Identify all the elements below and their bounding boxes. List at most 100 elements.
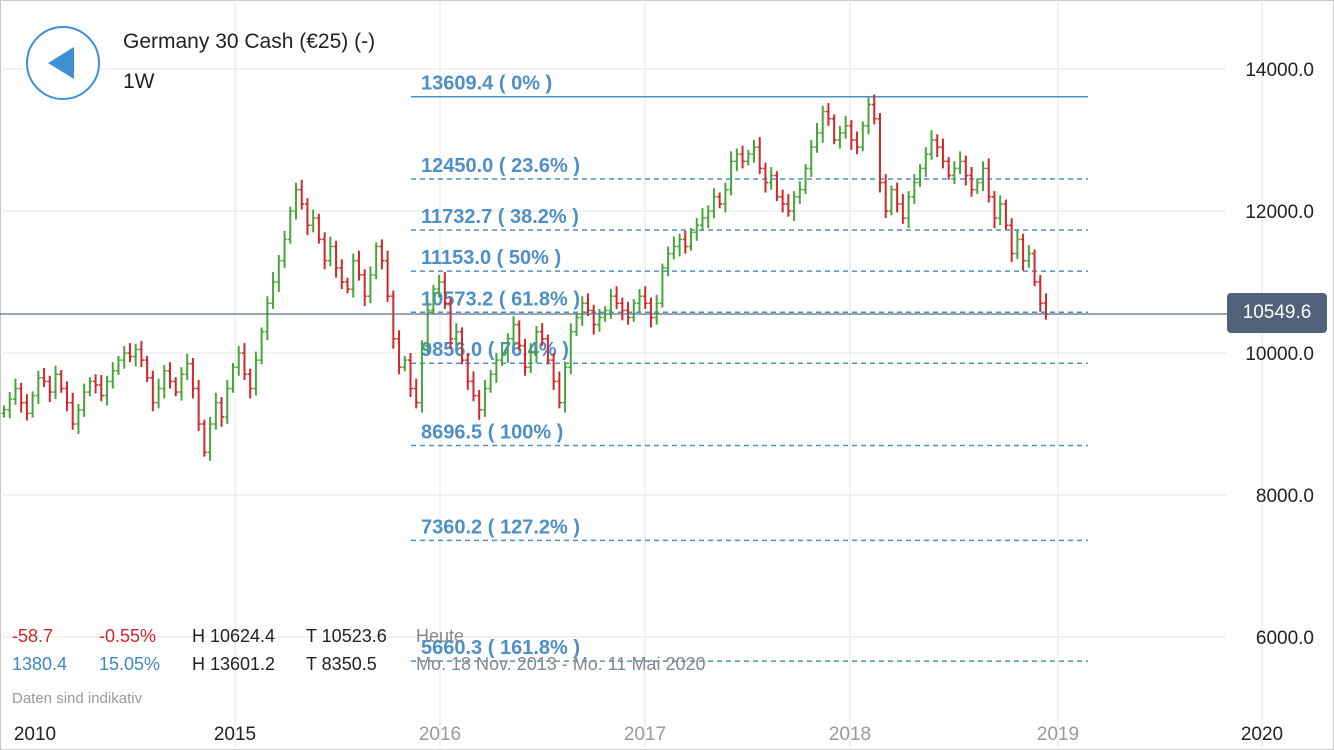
timeframe-selector[interactable]: 1W xyxy=(123,70,155,93)
ohlc-bar xyxy=(619,297,625,321)
ohlc-bar xyxy=(488,370,494,393)
ohlc-bar xyxy=(808,140,814,177)
ohlc-bar xyxy=(64,381,70,412)
ohlc-bar xyxy=(339,259,345,290)
ohlc-bar xyxy=(419,340,425,413)
ohlc-bar xyxy=(156,378,162,409)
ohlc-bar xyxy=(184,353,190,380)
ohlc-bar xyxy=(1003,199,1009,230)
ohlc-bar xyxy=(614,286,620,309)
ohlc-bar xyxy=(407,353,413,398)
ohlc-bar xyxy=(511,316,517,346)
ohlc-bar xyxy=(453,323,459,346)
ohlc-bar xyxy=(539,323,545,346)
ohlc-bar xyxy=(379,239,385,270)
ohlc-bar xyxy=(888,185,894,216)
high-value: H 13601.2 xyxy=(192,654,276,674)
ohlc-bar xyxy=(201,419,207,457)
ohlc-bar xyxy=(121,345,127,369)
x-tick-label: 2017 xyxy=(624,724,666,745)
ohlc-bar xyxy=(396,330,402,375)
disclaimer: Daten sind indikativ xyxy=(12,690,143,707)
ohlc-bar xyxy=(974,178,980,194)
ohlc-bar xyxy=(757,137,763,175)
ohlc-bar xyxy=(625,301,631,325)
back-arrow-icon xyxy=(48,47,74,79)
ohlc-bar xyxy=(24,394,30,421)
ohlc-bar xyxy=(596,308,602,332)
ohlc-bar xyxy=(98,375,104,402)
ohlc-bar xyxy=(299,179,305,210)
ohlc-bar xyxy=(946,157,952,180)
fib-level-label: 8696.5 ( 100% ) xyxy=(421,422,563,444)
fib-level-label: 7360.2 ( 127.2% ) xyxy=(421,516,580,538)
y-tick-label: 6000.0 xyxy=(1256,628,1314,649)
ohlc-bar xyxy=(923,147,929,177)
ohlc-bar xyxy=(58,370,64,393)
ohlc-bar xyxy=(493,353,499,383)
ohlc-bar xyxy=(728,151,734,196)
ohlc-bar xyxy=(1,405,7,418)
ohlc-bar xyxy=(178,367,184,401)
ohlc-bar xyxy=(579,296,585,327)
x-tick-label: 2010 xyxy=(14,724,56,745)
ohlc-bar xyxy=(442,272,448,309)
ohlc-bar xyxy=(362,269,368,307)
ohlc-bar xyxy=(304,198,310,236)
ohlc-bar xyxy=(41,367,47,388)
ohlc-bar xyxy=(991,191,997,229)
x-tick-label: 2020 xyxy=(1241,724,1283,745)
ohlc-bar xyxy=(390,290,396,349)
ohlc-bar xyxy=(871,94,877,125)
ohlc-bar xyxy=(230,362,236,393)
fib-level-label: 11153.0 ( 50% ) xyxy=(421,247,561,269)
x-tick-label: 2016 xyxy=(419,724,461,745)
ohlc-bar xyxy=(436,274,442,298)
grid xyxy=(0,0,1263,748)
x-tick-label: 2019 xyxy=(1037,724,1079,745)
ohlc-bar xyxy=(413,378,419,409)
ohlc-bar xyxy=(104,375,110,406)
ohlc-bar xyxy=(75,404,81,434)
change-value: 1380.4 xyxy=(12,654,68,674)
fib-level-label: 13609.4 ( 0% ) xyxy=(421,73,552,95)
ohlc-bar xyxy=(47,375,53,402)
ohlc-bar xyxy=(1037,274,1043,312)
ohlc-bar xyxy=(665,246,671,277)
y-tick-label: 8000.0 xyxy=(1256,486,1314,507)
ohlc-bar xyxy=(774,171,780,202)
ohlc-bar xyxy=(980,161,986,192)
ohlc-bar xyxy=(310,209,316,233)
ohlc-bar xyxy=(711,188,717,219)
ohlc-bar xyxy=(93,374,99,394)
ohlc-bars xyxy=(1,94,1049,461)
ohlc-bar xyxy=(430,284,436,315)
ohlc-bar xyxy=(35,370,41,405)
ohlc-bar xyxy=(814,122,820,153)
ohlc-bar xyxy=(688,228,694,251)
ohlc-bar xyxy=(740,145,746,169)
ohlc-bar xyxy=(951,161,957,185)
ohlc-bar xyxy=(87,377,93,397)
ohlc-bar xyxy=(820,105,826,143)
ohlc-bar xyxy=(705,205,711,229)
ohlc-bar xyxy=(207,416,213,461)
ohlc-bar xyxy=(470,371,476,402)
back-button[interactable] xyxy=(26,26,100,100)
ohlc-bar xyxy=(780,189,786,213)
ohlc-bar xyxy=(333,240,339,278)
ohlc-bar xyxy=(30,391,36,418)
ohlc-bar xyxy=(911,174,917,204)
ohlc-bar xyxy=(1009,218,1015,263)
ohlc-bar xyxy=(528,343,534,373)
ohlc-bar xyxy=(745,149,751,166)
ohlc-bar xyxy=(900,193,906,224)
ohlc-bar xyxy=(138,340,144,368)
fib-level-label: 9856.0 ( 76.4% ) xyxy=(421,339,569,361)
ohlc-bar xyxy=(671,236,677,260)
period-label: Mo. 18 Nov. 2013 - Mo. 11 Mai 2020 xyxy=(416,654,706,674)
ohlc-bar xyxy=(505,333,511,363)
ohlc-bar xyxy=(327,236,333,267)
ohlc-bar xyxy=(556,371,562,409)
